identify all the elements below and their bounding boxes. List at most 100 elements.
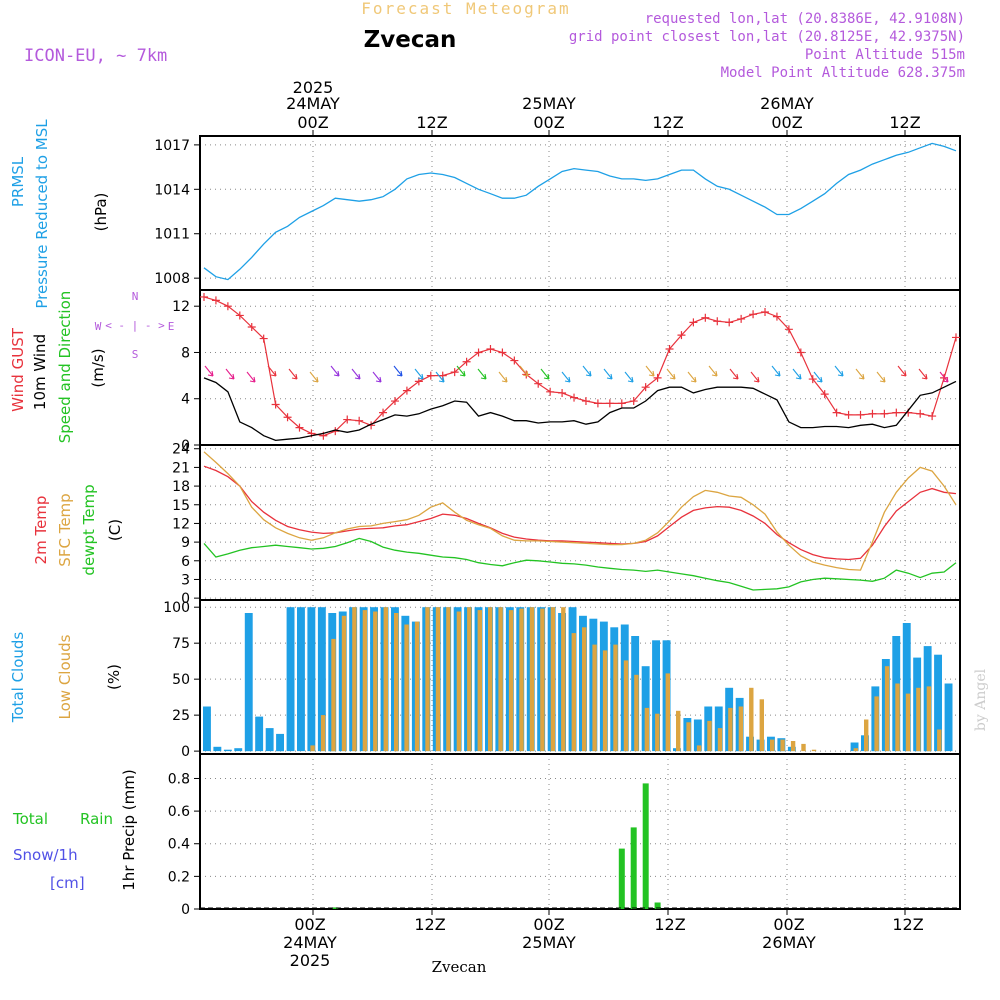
- gust-marker: [593, 399, 602, 408]
- low-cloud-bar: [592, 644, 597, 752]
- low-cloud-bar: [790, 741, 796, 752]
- gust-marker: [462, 357, 471, 366]
- low-cloud-bar: [749, 687, 754, 752]
- wind-arrow-icon: [456, 365, 466, 377]
- label-sfc-temp: SFC Temp: [56, 493, 74, 566]
- label-celsius: (C): [106, 519, 124, 541]
- low-cloud-bar: [394, 613, 399, 752]
- panel-frame: [199, 444, 961, 601]
- top-tick-label: 00Z: [297, 113, 328, 132]
- label-2m-temp: 2m Temp: [32, 496, 50, 565]
- low-cloud-bar: [916, 687, 921, 752]
- total-cloud-bar: [317, 607, 326, 752]
- low-cloud-bar: [456, 611, 462, 752]
- low-cloud-bar: [644, 707, 650, 752]
- y-tick-label: 50: [172, 672, 190, 688]
- wind-arrow-icon: [897, 365, 907, 377]
- label-1hr-precip: 1hr Precip (mm): [120, 769, 138, 890]
- compass-w: W: [95, 320, 102, 333]
- low-cloud-bar: [477, 610, 482, 752]
- label-rain: Rain: [80, 810, 113, 828]
- label-dewpt-temp: dewpt Temp: [80, 484, 98, 575]
- low-cloud-bar: [571, 633, 576, 752]
- gust-marker: [355, 416, 364, 425]
- gust-marker: [581, 397, 590, 406]
- y-tick-label: 3: [181, 572, 190, 588]
- y-tick-label: 100: [163, 600, 190, 616]
- wind-arrow-icon: [834, 365, 844, 377]
- low-cloud-bar: [383, 607, 388, 752]
- top-date-24may: 24MAY: [286, 94, 340, 113]
- low-cloud-bar: [529, 607, 535, 752]
- top-title: Forecast Meteogram: [361, 0, 570, 18]
- gust-marker: [295, 423, 304, 432]
- gust-marker: [402, 386, 411, 395]
- low-cloud-bar: [634, 674, 639, 752]
- gust-marker: [247, 323, 256, 332]
- gust-marker: [701, 313, 710, 322]
- low-cloud-bar: [655, 713, 660, 752]
- total-cloud-bar: [265, 728, 274, 752]
- wind-arrow-icon: [666, 368, 676, 380]
- compass-s: S: [132, 348, 139, 361]
- wind-arrow-icon: [414, 368, 424, 380]
- low-cloud-bar: [561, 607, 566, 752]
- wind-arrow-icon: [372, 371, 382, 383]
- gust-marker: [725, 318, 734, 327]
- low-cloud-bar: [686, 722, 691, 752]
- label-wind-gust: Wind GUST: [9, 327, 27, 412]
- total-cloud-bar: [234, 748, 243, 752]
- low-cloud-bar: [488, 607, 493, 752]
- low-cloud-bar: [519, 608, 524, 752]
- wind-arrow-icon: [771, 365, 781, 377]
- bottom-tick-label: 12Z: [654, 915, 685, 934]
- top-date-26may: 26MAY: [760, 94, 814, 113]
- wind-arrow-icon: [750, 371, 760, 383]
- bottom-date-24may: 24MAY: [283, 933, 337, 952]
- label-snow: Snow/1h: [13, 846, 78, 864]
- gust-marker: [211, 296, 220, 305]
- low-cloud-bar: [498, 607, 503, 752]
- total-cloud-bar: [297, 607, 305, 752]
- bottom-tick-label: 00Z: [294, 915, 325, 934]
- gust-marker: [952, 333, 960, 342]
- low-cloud-bar: [435, 607, 441, 752]
- y-tick-label: 1014: [154, 182, 190, 198]
- y-tick-label: 21: [172, 460, 190, 476]
- low-cloud-bar: [728, 707, 733, 752]
- y-tick-label: 1017: [154, 138, 190, 154]
- label-prmsl: PRMSL: [9, 156, 27, 207]
- gust-marker: [510, 356, 519, 365]
- top-year: 2025: [293, 78, 334, 97]
- low-cloud-bar: [602, 650, 608, 752]
- low-cloud-bar: [853, 748, 858, 752]
- gust-marker: [271, 400, 280, 409]
- low-cloud-bar: [759, 699, 764, 752]
- low-cloud-bar: [373, 611, 378, 752]
- low-cloud-bar: [352, 607, 357, 752]
- low-cloud-bar: [926, 686, 932, 752]
- y-tick-label: 0.4: [168, 837, 190, 853]
- gust-marker: [784, 325, 793, 334]
- total-cloud-bar: [223, 749, 232, 752]
- y-tick-label: 6: [181, 554, 190, 570]
- gust-marker: [820, 390, 829, 399]
- gust-marker: [808, 375, 817, 384]
- y-tick-label: 0: [181, 902, 190, 918]
- series-line-2m-temp: [203, 465, 957, 561]
- wind-arrow-icon: [351, 368, 361, 380]
- low-cloud-bar: [341, 615, 347, 752]
- wind-arrow-icon: [498, 371, 508, 383]
- low-cloud-bar: [811, 749, 817, 752]
- wind-arrow-icon: [435, 371, 445, 383]
- y-tick-label: 0: [181, 744, 190, 760]
- top-tick-label: 00Z: [533, 113, 564, 132]
- gust-marker: [223, 302, 232, 311]
- point-altitude: Point Altitude 515m: [805, 47, 965, 63]
- low-cloud-bar: [884, 666, 890, 752]
- requested-coords: requested lon,lat (20.8386E, 42.9108N): [645, 11, 965, 27]
- low-cloud-bar: [905, 693, 911, 752]
- gust-marker: [856, 410, 865, 419]
- gust-marker: [474, 348, 483, 357]
- gust-marker: [283, 413, 292, 422]
